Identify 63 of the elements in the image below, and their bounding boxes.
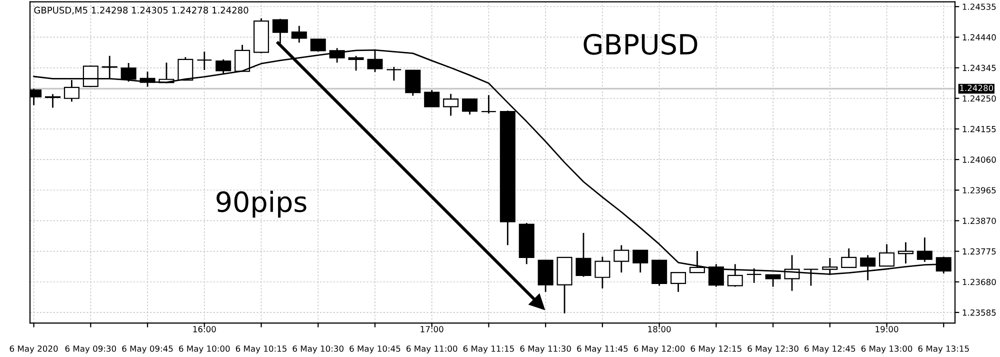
candlestick bbox=[765, 274, 781, 288]
candlestick bbox=[216, 58, 232, 75]
candlestick bbox=[898, 242, 914, 264]
annotation: 90pips bbox=[216, 190, 306, 218]
x-tick-label: 6 May 12:15 bbox=[690, 345, 742, 354]
candlestick bbox=[178, 56, 194, 82]
y-tick-label: 1.24535 bbox=[962, 4, 996, 10]
candlestick bbox=[462, 98, 478, 116]
x-tick-label: 6 May 13:15 bbox=[918, 345, 969, 354]
y-tick-label: 1.24060 bbox=[962, 156, 996, 163]
y-tick-label: 1.23870 bbox=[962, 218, 996, 224]
annotation: GBPUSD bbox=[584, 34, 698, 55]
candlestick bbox=[310, 38, 326, 52]
x-tick-label: 6 May 09:30 bbox=[65, 345, 116, 354]
y-tick-label: 1.23585 bbox=[962, 309, 996, 316]
x-tick-label: 6 May 11:00 bbox=[406, 345, 458, 354]
x2-tick-label: 19:00 bbox=[876, 326, 898, 332]
candlestick bbox=[443, 93, 459, 116]
x-tick-label: 6 May 11:15 bbox=[463, 345, 514, 354]
candlestick bbox=[120, 62, 136, 82]
y-tick-label: 1.24440 bbox=[962, 34, 996, 40]
x2-tick-label: 17:00 bbox=[420, 326, 444, 332]
ref-line-label: 1.24280 bbox=[960, 84, 994, 92]
candlestick bbox=[405, 70, 421, 96]
candlestick bbox=[632, 250, 648, 274]
candlestick bbox=[576, 232, 592, 278]
y-tick-label: 1.23680 bbox=[962, 278, 996, 286]
x-tick-label: 6 May 13:00 bbox=[861, 345, 912, 354]
x-tick-label: 6 May 11:30 bbox=[520, 345, 571, 354]
candlestick bbox=[64, 79, 80, 102]
x2-tick-label: 18:00 bbox=[648, 326, 671, 332]
x-tick-label: 6 May 10:30 bbox=[292, 345, 344, 354]
chart-title: GBPUSD,M5 1.24298 1.24305 1.24278 1.24280 bbox=[34, 6, 248, 15]
candlestick bbox=[386, 66, 402, 82]
y-tick-label: 1.24345 bbox=[962, 64, 996, 72]
candlestick bbox=[291, 25, 307, 44]
y-tick-label: 1.24155 bbox=[962, 126, 996, 132]
x-tick-label: 6 May 12:30 bbox=[748, 345, 798, 354]
x-tick-label: 6 May 10:15 bbox=[236, 345, 286, 354]
y-tick-label: 1.23965 bbox=[962, 187, 996, 194]
x-tick-label: 6 May 09:45 bbox=[122, 345, 173, 354]
candlestick bbox=[44, 93, 61, 108]
x-tick-label: 6 May 2020 bbox=[10, 345, 58, 354]
x-tick-label: 6 May 10:00 bbox=[179, 345, 230, 354]
x-tick-label: 6 May 11:45 bbox=[577, 345, 628, 354]
candlestick bbox=[424, 89, 440, 108]
x-tick-label: 6 May 12:45 bbox=[804, 345, 856, 354]
candlestick bbox=[480, 94, 496, 114]
x-tick-label: 6 May 10:45 bbox=[350, 345, 400, 354]
candlestick bbox=[916, 236, 932, 263]
candlestick bbox=[670, 272, 686, 293]
y-tick-label: 1.23775 bbox=[962, 248, 996, 255]
candlestick bbox=[841, 248, 857, 268]
candlestick bbox=[196, 50, 212, 71]
y-tick-label: 1.24250 bbox=[962, 95, 996, 102]
candlestick bbox=[879, 244, 895, 267]
x-tick-label: 6 May 12:00 bbox=[634, 345, 685, 354]
candlestick bbox=[594, 256, 610, 290]
candlestick bbox=[348, 55, 364, 72]
candlestick bbox=[614, 244, 630, 274]
x2-tick-label: 16:00 bbox=[193, 326, 216, 332]
candlestick bbox=[652, 260, 668, 286]
candlestick bbox=[82, 64, 98, 88]
